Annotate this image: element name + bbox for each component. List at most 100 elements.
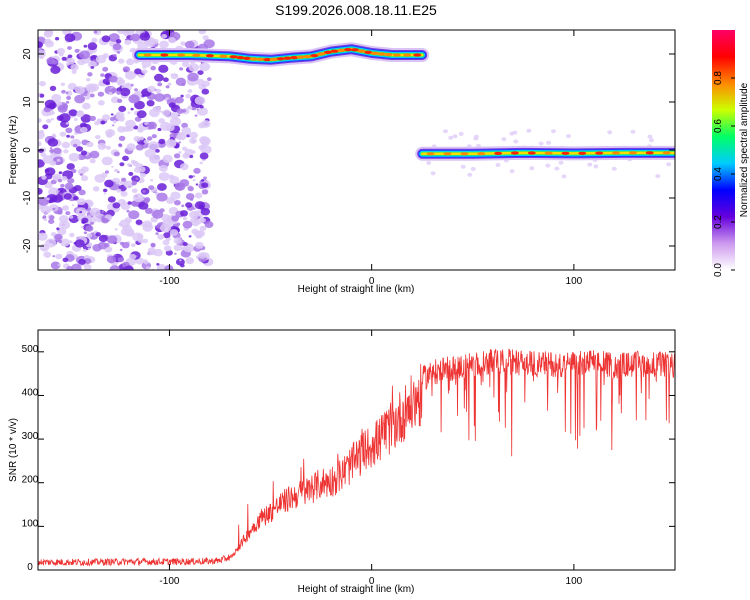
colorbar bbox=[712, 30, 735, 270]
noise-blob bbox=[538, 141, 544, 146]
noise-blob bbox=[151, 38, 159, 45]
noise-blob bbox=[158, 172, 170, 181]
ridge-hotspot bbox=[310, 54, 319, 58]
noise-blob bbox=[198, 252, 207, 259]
noise-blob bbox=[147, 85, 156, 93]
noise-blob bbox=[191, 106, 197, 111]
noise-blob bbox=[201, 120, 211, 128]
noise-blob bbox=[98, 81, 104, 86]
noise-blob bbox=[115, 39, 122, 44]
noise-blob bbox=[180, 94, 184, 98]
noise-blob bbox=[83, 231, 88, 235]
noise-blob bbox=[90, 221, 94, 225]
snr-series bbox=[38, 348, 675, 567]
snr-line bbox=[38, 348, 675, 567]
colorbar-tick-label: 0.6 bbox=[713, 119, 724, 133]
ridge-hotspot bbox=[527, 151, 536, 155]
noise-blob bbox=[82, 102, 91, 110]
noise-blob bbox=[147, 136, 153, 141]
noise-blob bbox=[103, 188, 108, 193]
noise-blob bbox=[201, 179, 204, 182]
noise-blob bbox=[55, 37, 60, 41]
noise-blob bbox=[185, 193, 195, 200]
ridge-hotspot bbox=[460, 152, 469, 156]
ridge-hotspot bbox=[662, 151, 671, 155]
noise-blob bbox=[109, 265, 120, 270]
noise-blob bbox=[148, 185, 155, 191]
noise-blob bbox=[134, 88, 138, 92]
noise-blob bbox=[114, 168, 119, 173]
noise-blob bbox=[38, 41, 43, 49]
noise-blob bbox=[57, 263, 62, 267]
noise-blob bbox=[153, 248, 163, 257]
noise-blob bbox=[163, 245, 172, 252]
noise-blob bbox=[121, 242, 130, 249]
noise-blob bbox=[177, 133, 187, 141]
ridge-hotspot bbox=[330, 49, 339, 53]
noise-blob bbox=[124, 39, 132, 45]
noise-blob bbox=[87, 42, 98, 51]
noise-blob bbox=[87, 72, 93, 77]
noise-blob bbox=[53, 147, 62, 154]
noise-blob bbox=[71, 204, 75, 207]
noise-blob bbox=[182, 242, 188, 246]
y-tick-label: 20 bbox=[22, 48, 33, 60]
noise-blob bbox=[194, 96, 206, 105]
noise-blob bbox=[101, 156, 113, 166]
noise-blob bbox=[159, 40, 169, 49]
ridge-hotspot bbox=[256, 57, 265, 61]
noise-blob bbox=[190, 218, 197, 223]
ridge-hotspot bbox=[477, 152, 486, 156]
noise-blob bbox=[175, 77, 187, 87]
noise-blob bbox=[188, 235, 192, 238]
noise-blob bbox=[59, 113, 71, 123]
noise-blob bbox=[76, 198, 86, 206]
noise-blob bbox=[112, 43, 122, 51]
noise-blob bbox=[189, 131, 198, 139]
noise-blob bbox=[57, 104, 68, 113]
noise-blob bbox=[448, 135, 454, 140]
noise-blob bbox=[180, 41, 186, 46]
noise-blob bbox=[116, 90, 122, 95]
noise-blob bbox=[45, 238, 57, 248]
noise-blob bbox=[187, 106, 191, 109]
noise-blob bbox=[175, 96, 184, 104]
noise-blob bbox=[66, 134, 70, 138]
noise-blob bbox=[163, 77, 169, 82]
noise-blob bbox=[551, 129, 556, 134]
noise-blob bbox=[529, 166, 535, 171]
noise-blob bbox=[134, 116, 142, 122]
noise-blob bbox=[110, 87, 117, 93]
noise-blob bbox=[112, 124, 115, 127]
noise-blob bbox=[57, 210, 63, 215]
noise-blob bbox=[154, 93, 165, 102]
noise-blob bbox=[95, 135, 101, 140]
noise-blob bbox=[106, 235, 118, 244]
noise-blob bbox=[147, 121, 157, 130]
noise-blob bbox=[137, 129, 141, 132]
noise-blob bbox=[175, 258, 185, 266]
noise-blob bbox=[128, 171, 134, 176]
noise-blob bbox=[58, 239, 63, 244]
noise-blob bbox=[122, 66, 131, 73]
noise-blob bbox=[123, 30, 130, 36]
x-tick-label: -100 bbox=[159, 576, 179, 587]
noise-blob bbox=[526, 128, 532, 133]
noise-blob bbox=[119, 162, 125, 167]
noise-blob bbox=[39, 93, 45, 98]
noise-blob bbox=[85, 225, 94, 232]
noise-blob bbox=[65, 211, 71, 216]
ridge-hotspot bbox=[364, 50, 373, 55]
ridge-hotspot bbox=[276, 57, 285, 61]
noise-blob bbox=[195, 241, 204, 249]
noise-blob bbox=[102, 78, 110, 85]
noise-blob bbox=[118, 222, 123, 227]
noise-blob bbox=[108, 91, 113, 95]
ridge-hotspot bbox=[443, 152, 452, 156]
noise-blob bbox=[134, 68, 142, 75]
noise-blob bbox=[116, 188, 122, 193]
noise-blob bbox=[512, 130, 518, 135]
noise-blob bbox=[141, 69, 148, 74]
snr-frame bbox=[37, 329, 676, 571]
noise-blob bbox=[65, 127, 73, 134]
